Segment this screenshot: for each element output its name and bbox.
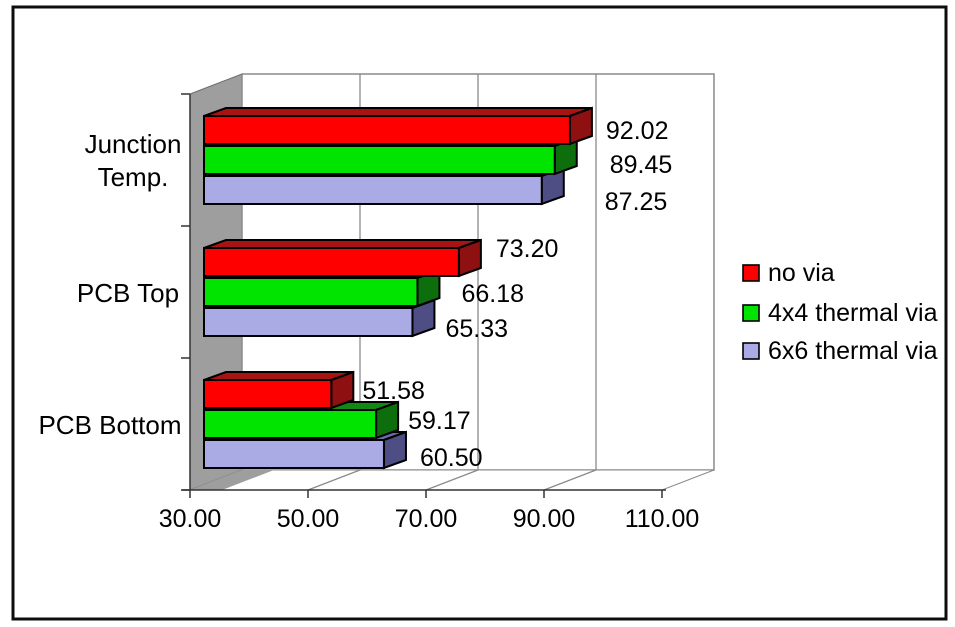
bar-front-face	[203, 247, 460, 277]
axis-tick-label: 70.00	[395, 505, 458, 533]
legend: no via 4x4 thermal via 6x6 thermal via	[742, 259, 938, 365]
category-label: PCB Top	[77, 278, 179, 308]
bar-no-via-pcb-top	[203, 238, 482, 278]
bar-front-face	[203, 115, 571, 145]
value-label: 59.17	[408, 407, 471, 435]
floor-gridline	[425, 469, 479, 491]
value-labels: 92.02 73.20 51.58 89.45 66.18 59.17 87.25 65.33…	[362, 117, 672, 472]
floor-gridline	[543, 469, 597, 491]
legend-label: 4x4 thermal via	[768, 299, 938, 327]
legend-label: 6x6 thermal via	[768, 337, 938, 365]
bar-top-face	[203, 371, 354, 381]
bar-front-face	[203, 277, 419, 307]
axis-tick-label: 90.00	[513, 505, 576, 533]
legend-item-4x4-thermal-via: 4x4 thermal via	[742, 299, 938, 327]
legend-swatch	[742, 342, 760, 360]
legend-item-no-via: no via	[742, 259, 835, 287]
bars	[203, 106, 593, 470]
bar-front-face	[203, 307, 414, 337]
category-label: PCB Bottom	[38, 410, 181, 440]
legend-swatch	[742, 304, 760, 322]
axis-tick-label: 110.00	[625, 505, 700, 533]
value-label: 73.20	[496, 235, 559, 263]
floor-shadow	[190, 470, 274, 490]
slide-border	[11, 5, 948, 621]
category-label: Junction	[85, 129, 182, 159]
value-label: 87.25	[605, 188, 668, 216]
bar-front-face	[203, 439, 385, 469]
bar-no-via-junction-temp	[203, 106, 593, 146]
tick-labels: 30.00 50.00 70.00 90.00 110.00	[159, 505, 700, 533]
bar-front-face	[203, 409, 378, 439]
bar-no-via-pcb-bottom	[203, 370, 355, 410]
legend-swatch	[742, 264, 760, 282]
value-label: 89.45	[610, 151, 673, 179]
axis-tick-label: 50.00	[277, 505, 340, 533]
legend-item-6x6-thermal-via: 6x6 thermal via	[742, 337, 938, 365]
bar-front-face	[203, 379, 333, 409]
floor-gridline	[307, 469, 361, 491]
value-label: 92.02	[606, 117, 669, 145]
value-label: 66.18	[461, 280, 524, 308]
axis-tick-label: 30.00	[159, 505, 222, 533]
axes	[181, 93, 666, 498]
value-label: 60.50	[420, 444, 483, 472]
value-label: 51.58	[362, 377, 425, 405]
bar-front-face	[203, 175, 543, 205]
value-label: 65.33	[445, 315, 508, 343]
bar-top-face	[203, 107, 593, 117]
bar-6x6-thermal-via-pcb-bottom	[203, 430, 407, 470]
legend-label: no via	[768, 259, 835, 287]
bar-front-face	[203, 145, 556, 175]
bar-top-face	[203, 239, 482, 249]
category-label: Temp.	[98, 162, 169, 192]
